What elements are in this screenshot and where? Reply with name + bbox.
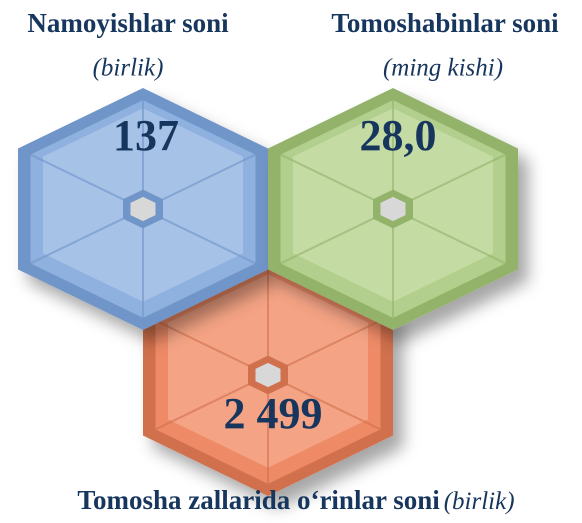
- item-unit: (ming kishi): [383, 55, 503, 82]
- item-value: 28,0: [360, 111, 437, 160]
- infographic: Namoyishlar soni (birlik) Tomoshabinlar …: [0, 0, 582, 523]
- item-title: Tomoshabinlar soni: [331, 8, 559, 38]
- item-value: 137: [113, 111, 179, 160]
- item-unit: (birlik): [444, 488, 515, 515]
- item-title: Namoyishlar soni: [27, 8, 229, 38]
- item-caption: Tomosha zallarida o‘rinlar soni (birlik): [77, 485, 514, 515]
- page: Namoyishlar soni (birlik) Tomoshabinlar …: [0, 0, 582, 523]
- item-unit: (birlik): [93, 55, 164, 82]
- item-value: 2 499: [224, 389, 323, 438]
- item-title: Tomosha zallarida o‘rinlar soni: [77, 485, 440, 515]
